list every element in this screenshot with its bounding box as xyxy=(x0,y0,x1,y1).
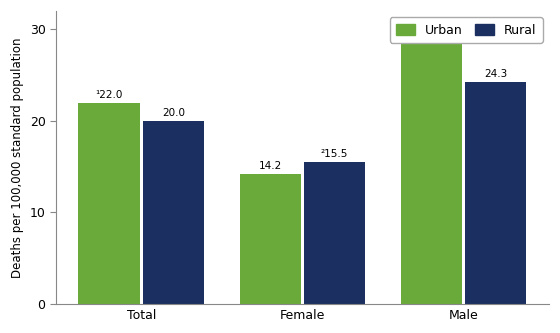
Text: 24.3: 24.3 xyxy=(484,69,507,79)
Bar xyxy=(240,174,301,304)
Bar xyxy=(143,121,204,304)
Text: 14.2: 14.2 xyxy=(259,161,282,171)
Legend: Urban, Rural: Urban, Rural xyxy=(390,17,543,43)
Text: 20.0: 20.0 xyxy=(162,108,185,118)
Y-axis label: Deaths per 100,000 standard population: Deaths per 100,000 standard population xyxy=(11,37,24,278)
Text: ¹29.9: ¹29.9 xyxy=(418,18,445,28)
Bar xyxy=(304,162,365,304)
Text: ²15.5: ²15.5 xyxy=(321,150,348,160)
Text: ¹22.0: ¹22.0 xyxy=(95,90,123,100)
Bar xyxy=(78,103,139,304)
Bar xyxy=(401,30,462,304)
Bar xyxy=(465,82,526,304)
